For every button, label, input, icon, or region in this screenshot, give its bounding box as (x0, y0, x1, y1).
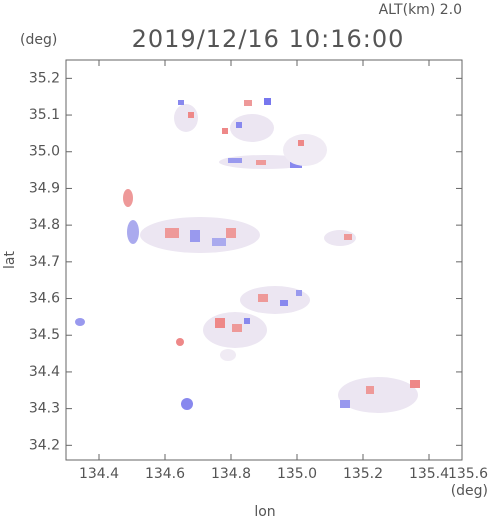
y-tick-label: 34.5 (29, 327, 60, 343)
echo-blobs (75, 98, 420, 413)
x-unit: (deg) (451, 483, 488, 499)
x-tick-label: 135.6 (448, 466, 488, 482)
y-tick-label: 34.7 (29, 254, 60, 270)
y-tick-label: 34.8 (29, 217, 60, 233)
x-tick-label: 135.2 (343, 466, 383, 482)
y-tick-label: 35.1 (29, 107, 60, 123)
x-tick-label: 134.6 (145, 466, 185, 482)
x-tick-label: 135.0 (277, 466, 317, 482)
x-axis-label: lon (254, 504, 275, 520)
x-tick-label: 134.8 (211, 466, 251, 482)
y-tick-label: 34.2 (29, 437, 60, 453)
chart-title: 2019/12/16 10:16:00 (132, 25, 405, 53)
subtitle: ALT(km) 2.0 (379, 2, 462, 18)
x-tick-label: 135.4 (409, 466, 449, 482)
y-tick-label: 34.9 (29, 180, 60, 196)
y-unit: (deg) (20, 32, 57, 48)
y-axis-label: lat (2, 251, 18, 269)
x-tick-label: 134.4 (79, 466, 119, 482)
y-tick-label: 35.2 (29, 70, 60, 86)
y-tick-label: 34.3 (29, 401, 60, 417)
plot-frame (65, 59, 463, 461)
y-tick-label: 34.4 (29, 364, 60, 380)
y-tick-label: 35.0 (29, 144, 60, 160)
y-tick-label: 34.6 (29, 291, 60, 307)
